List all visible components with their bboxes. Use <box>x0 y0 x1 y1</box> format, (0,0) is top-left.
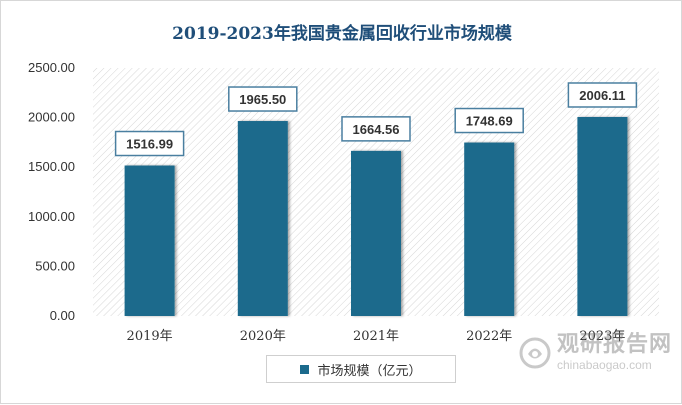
bar <box>237 121 288 316</box>
watermark-logo-icon <box>519 337 551 368</box>
data-label-text: 1664.56 <box>353 122 400 137</box>
y-tick-label: 500.00 <box>35 258 75 273</box>
x-tick-label: 2020年 <box>240 329 286 344</box>
data-label-box <box>567 82 638 108</box>
watermark-brand: 观研报告网 <box>557 332 673 357</box>
y-axis: 0.00 500.00 1000.00 1500.00 2000.00 2500.00 <box>28 60 75 323</box>
data-label: 2006.11 <box>567 82 638 108</box>
data-label-box <box>114 130 185 157</box>
y-tick-label: 0.00 <box>50 308 75 323</box>
y-tick-label: 1000.00 <box>28 209 75 224</box>
data-label-box <box>454 107 524 134</box>
y-tick-label: 2000.00 <box>28 110 75 125</box>
data-label: 1664.56 <box>341 116 411 142</box>
legend: 市场规模（亿元） <box>266 355 456 383</box>
watermark: 观研报告网 chinabaogao.com <box>519 334 672 371</box>
data-label-text: 2006.11 <box>579 88 625 103</box>
data-label-text: 1965.50 <box>239 92 286 107</box>
legend-swatch <box>300 364 310 374</box>
data-label: 1748.69 <box>454 107 524 134</box>
legend-label: 市场规模（亿元） <box>317 363 422 379</box>
x-tick-label: 2023年 <box>579 329 625 344</box>
watermark-url: chinabaogao.com <box>557 358 652 372</box>
data-label-box <box>228 86 298 112</box>
y-tick-label: 1500.00 <box>28 159 75 174</box>
data-label: 1516.99 <box>114 130 185 157</box>
bars <box>124 116 628 316</box>
chart-title: 2019-2023年我国贵金属回收行业市场规模 <box>172 24 512 44</box>
data-labels: 1516.99 1965.50 1664.56 1748.69 2006.11 <box>114 82 638 157</box>
bar <box>464 142 515 316</box>
x-tick-label: 2021年 <box>353 329 399 344</box>
bar <box>124 165 175 316</box>
data-label-box <box>341 116 411 142</box>
data-label-text: 1516.99 <box>126 137 173 152</box>
x-axis: 2019年 2020年 2021年 2022年 2023年 <box>127 329 626 344</box>
bar <box>351 150 401 316</box>
x-tick-label: 2019年 <box>127 329 173 344</box>
data-label: 1965.50 <box>228 86 298 112</box>
data-label-text: 1748.69 <box>466 114 513 129</box>
x-tick-label: 2022年 <box>466 329 512 344</box>
y-tick-label: 2500.00 <box>28 60 75 75</box>
bar <box>577 116 628 316</box>
